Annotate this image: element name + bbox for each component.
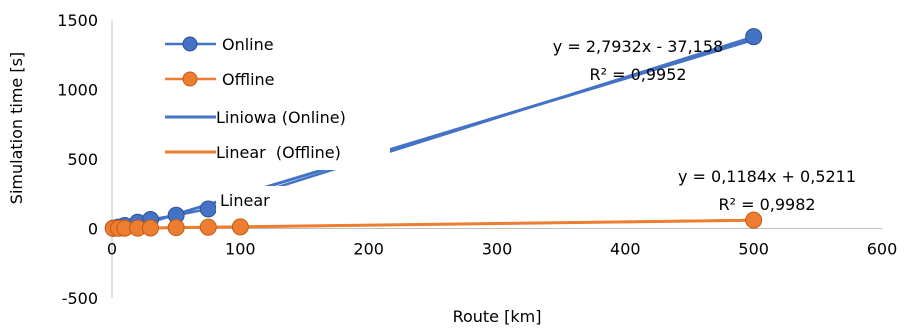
legend-label-online: Online	[222, 35, 274, 54]
offline-trendline	[113, 218, 754, 230]
legend-bg-offline-trend	[150, 138, 390, 170]
y-tick-label: 500	[67, 150, 98, 169]
x-axis-title: Route [km]	[453, 307, 542, 326]
offline-data-point	[199, 218, 217, 236]
y-tick-label: 0	[88, 220, 98, 239]
legend-label-offline-trend: Linear (Offline)	[216, 143, 341, 162]
legend-label-online-trend: Liniowa (Online)	[216, 108, 346, 127]
y-tick-label: 1500	[57, 11, 98, 30]
x-tick-label: 500	[738, 240, 769, 259]
legend-item-online: Online	[165, 35, 274, 54]
online-data-point	[745, 28, 763, 46]
offline-data-point	[167, 219, 185, 237]
legend-marker-offline	[182, 71, 198, 87]
legend-item-offline: Offline	[165, 70, 275, 89]
online-r2: R² = 0,9952	[589, 65, 686, 84]
offline-data-point	[745, 211, 763, 229]
y-tick-label: 1000	[57, 81, 98, 100]
y-axis-title: Simulation time [s]	[7, 52, 26, 204]
x-tick-label: 0	[107, 240, 117, 259]
stray-linear-label: Linear	[220, 191, 270, 210]
legend-item-offline-trend: Linear (Offline)	[165, 143, 341, 162]
y-tick-label: -500	[62, 289, 98, 308]
offline-data-point	[231, 218, 249, 236]
online-data-point	[199, 200, 217, 218]
stray-label-bg	[216, 186, 292, 212]
x-tick-label: 600	[867, 240, 898, 259]
x-tick-label: 200	[353, 240, 384, 259]
online-equation: y = 2,7932x - 37,158	[553, 37, 723, 56]
x-tick-label: 400	[610, 240, 641, 259]
legend-label-offline: Offline	[222, 70, 275, 89]
offline-data-point	[142, 219, 159, 237]
data-markers	[104, 28, 763, 237]
legend-item-online-trend: Liniowa (Online)	[165, 108, 346, 127]
trendline-annotations: y = 2,7932x - 37,158 R² = 0,9952 y = 0,1…	[553, 37, 856, 214]
legend: Online Offline Liniowa (Online) Linear (…	[150, 35, 390, 170]
x-tick-label: 100	[225, 240, 256, 259]
tick-labels: 0 100 200 300 400 500 600 -500 0 500 1000 1500	[57, 11, 897, 308]
x-tick-label: 300	[482, 240, 513, 259]
offline-equation: y = 0,1184x + 0,5211	[678, 167, 856, 186]
legend-marker-online	[182, 36, 198, 52]
offline-r2: R² = 0,9982	[718, 195, 815, 214]
